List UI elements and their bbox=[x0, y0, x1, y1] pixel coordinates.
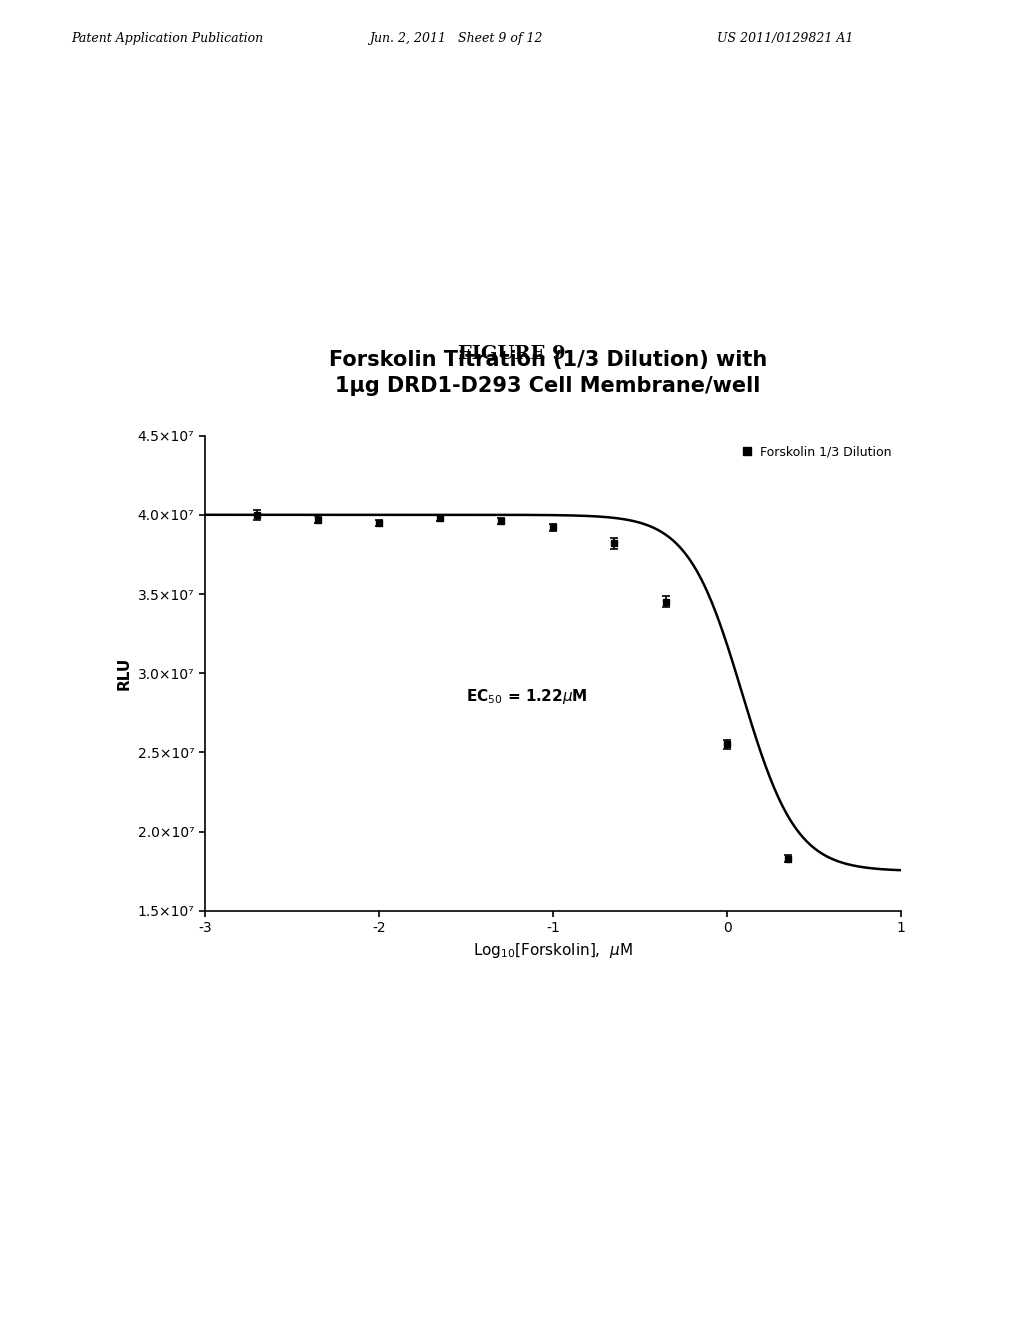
Text: Jun. 2, 2011   Sheet 9 of 12: Jun. 2, 2011 Sheet 9 of 12 bbox=[369, 32, 542, 45]
Text: EC$_{50}$ = 1.22$\mu$M: EC$_{50}$ = 1.22$\mu$M bbox=[466, 688, 588, 706]
Text: FIGURE 9: FIGURE 9 bbox=[458, 345, 566, 363]
Legend: Forskolin 1/3 Dilution: Forskolin 1/3 Dilution bbox=[737, 442, 895, 462]
Text: US 2011/0129821 A1: US 2011/0129821 A1 bbox=[717, 32, 853, 45]
Text: Forskolin Titration (1/3 Dilution) with
1μg DRD1-D293 Cell Membrane/well: Forskolin Titration (1/3 Dilution) with … bbox=[329, 350, 767, 396]
X-axis label: Log$_{10}$[Forskolin],  $\mu$M: Log$_{10}$[Forskolin], $\mu$M bbox=[473, 941, 633, 960]
Y-axis label: RLU: RLU bbox=[117, 656, 132, 690]
Text: Patent Application Publication: Patent Application Publication bbox=[72, 32, 264, 45]
